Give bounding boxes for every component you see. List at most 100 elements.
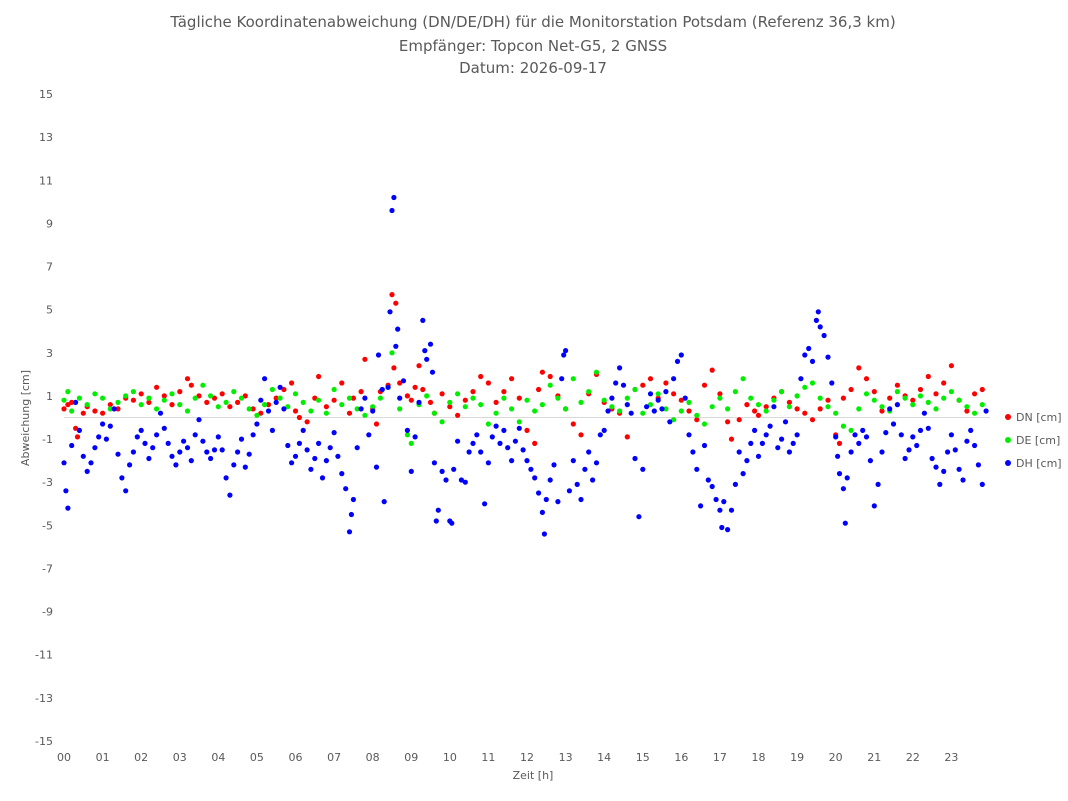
data-point <box>601 397 607 403</box>
data-point <box>763 432 769 438</box>
legend-marker <box>1005 414 1011 420</box>
data-point <box>204 399 210 405</box>
data-point <box>177 449 183 455</box>
data-point <box>532 440 538 446</box>
data-point <box>609 395 615 401</box>
data-point <box>292 408 299 414</box>
data-point <box>894 402 901 408</box>
data-point <box>821 332 827 339</box>
data-point <box>92 391 98 397</box>
data-point <box>292 391 299 397</box>
data-point <box>925 399 931 405</box>
data-point <box>647 391 654 397</box>
data-point <box>736 417 742 423</box>
data-point <box>231 389 237 395</box>
data-point <box>348 511 354 518</box>
y-tick-label: 9 <box>46 217 53 230</box>
data-point <box>910 397 916 403</box>
data-point <box>84 402 90 408</box>
data-point <box>462 404 468 410</box>
data-point <box>752 408 758 414</box>
data-point <box>289 460 295 466</box>
data-point <box>439 419 445 425</box>
data-point <box>775 445 781 451</box>
data-point <box>863 434 870 440</box>
data-point <box>748 395 754 401</box>
data-point <box>61 397 67 403</box>
x-tick-label: 03 <box>173 751 187 764</box>
data-point <box>331 397 337 403</box>
data-point <box>593 369 600 375</box>
data-point <box>532 475 538 481</box>
data-point <box>941 380 947 386</box>
x-tick-label: 08 <box>366 751 380 764</box>
data-point <box>782 419 789 425</box>
data-point <box>482 501 488 507</box>
data-point <box>462 479 468 485</box>
data-point <box>547 382 553 388</box>
data-point <box>748 440 754 446</box>
data-point <box>566 488 573 494</box>
data-point <box>370 408 376 414</box>
data-point <box>354 445 360 451</box>
data-point <box>370 404 376 410</box>
data-point <box>983 408 989 414</box>
data-point <box>964 438 970 444</box>
data-point <box>123 488 129 494</box>
data-point <box>184 445 191 451</box>
data-point <box>100 395 106 401</box>
data-point <box>119 475 125 481</box>
y-axis-label: Abweichung [cm] <box>19 370 32 466</box>
data-point <box>474 432 480 438</box>
data-point <box>794 432 800 438</box>
data-point <box>802 384 808 390</box>
data-point <box>188 458 194 464</box>
data-point <box>655 397 661 403</box>
data-point <box>501 395 507 401</box>
data-point <box>165 440 171 446</box>
data-point <box>717 395 723 401</box>
data-point <box>925 373 931 380</box>
x-tick-label: 22 <box>906 751 920 764</box>
data-point <box>395 326 401 332</box>
data-point <box>389 350 395 356</box>
data-point <box>694 412 700 418</box>
data-point <box>184 408 191 414</box>
data-point <box>570 376 576 382</box>
data-point <box>647 376 654 382</box>
data-point <box>404 427 410 433</box>
data-point <box>709 404 715 410</box>
data-point <box>590 477 596 483</box>
data-point <box>744 402 750 408</box>
x-tick-label: 01 <box>96 751 110 764</box>
data-point <box>150 445 156 451</box>
data-point <box>863 391 870 397</box>
data-point <box>890 421 897 427</box>
data-point <box>138 391 144 397</box>
data-point <box>69 442 75 449</box>
data-point <box>964 408 970 414</box>
data-point <box>597 432 603 438</box>
data-point <box>157 410 164 416</box>
data-point <box>424 393 430 399</box>
data-point <box>146 395 152 401</box>
data-point <box>975 462 982 468</box>
legend-marker <box>1005 460 1011 466</box>
data-point <box>211 395 218 401</box>
data-point <box>902 455 908 462</box>
data-point <box>455 391 461 397</box>
data-point <box>655 391 661 397</box>
data-point <box>211 447 218 453</box>
chart-title-line-2: Empfänger: Topcon Net-G5, 2 GNSS <box>399 37 667 55</box>
data-point <box>690 449 696 455</box>
data-point <box>215 434 221 440</box>
data-point <box>447 404 453 410</box>
data-point <box>327 445 333 451</box>
x-tick-label: 16 <box>674 751 688 764</box>
data-point <box>254 412 260 418</box>
x-tick-label: 12 <box>520 751 534 764</box>
data-point <box>319 475 326 481</box>
data-point <box>242 393 248 399</box>
y-tick-label: -5 <box>42 519 53 532</box>
